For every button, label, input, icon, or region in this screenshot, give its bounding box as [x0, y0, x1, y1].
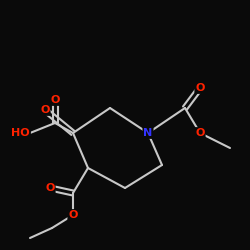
Text: O: O — [50, 95, 60, 105]
Text: O: O — [195, 128, 205, 138]
Text: O: O — [68, 210, 78, 220]
Text: N: N — [144, 128, 152, 138]
Text: HO: HO — [12, 128, 30, 138]
Text: O: O — [45, 183, 55, 193]
Text: O: O — [40, 105, 50, 115]
Text: O: O — [195, 83, 205, 93]
